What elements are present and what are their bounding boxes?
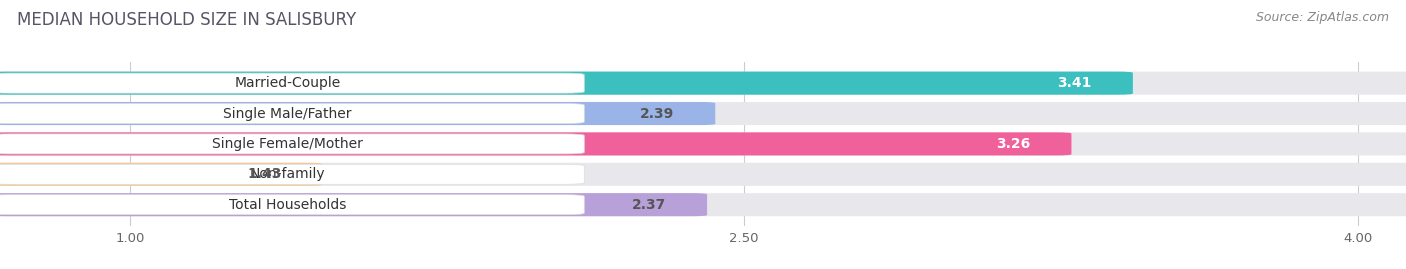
FancyBboxPatch shape [0, 102, 716, 125]
FancyBboxPatch shape [0, 73, 585, 93]
Text: 1.43: 1.43 [247, 167, 281, 181]
FancyBboxPatch shape [0, 132, 1071, 155]
Text: Total Households: Total Households [229, 198, 346, 212]
Text: 3.41: 3.41 [1057, 76, 1092, 90]
Text: 2.37: 2.37 [631, 198, 666, 212]
Text: Married-Couple: Married-Couple [235, 76, 340, 90]
Text: MEDIAN HOUSEHOLD SIZE IN SALISBURY: MEDIAN HOUSEHOLD SIZE IN SALISBURY [17, 11, 356, 29]
Text: Single Female/Mother: Single Female/Mother [212, 137, 363, 151]
FancyBboxPatch shape [0, 193, 1406, 216]
FancyBboxPatch shape [0, 72, 1133, 95]
FancyBboxPatch shape [0, 72, 1406, 95]
FancyBboxPatch shape [0, 163, 1406, 186]
Text: 2.39: 2.39 [640, 107, 675, 121]
FancyBboxPatch shape [0, 195, 585, 215]
Text: 3.26: 3.26 [997, 137, 1031, 151]
FancyBboxPatch shape [0, 102, 1406, 125]
Text: Non-family: Non-family [250, 167, 325, 181]
Text: Single Male/Father: Single Male/Father [224, 107, 352, 121]
FancyBboxPatch shape [0, 164, 585, 184]
FancyBboxPatch shape [0, 134, 585, 154]
FancyBboxPatch shape [0, 193, 707, 216]
FancyBboxPatch shape [0, 163, 322, 186]
Text: Source: ZipAtlas.com: Source: ZipAtlas.com [1256, 11, 1389, 24]
FancyBboxPatch shape [0, 104, 585, 123]
FancyBboxPatch shape [0, 132, 1406, 155]
